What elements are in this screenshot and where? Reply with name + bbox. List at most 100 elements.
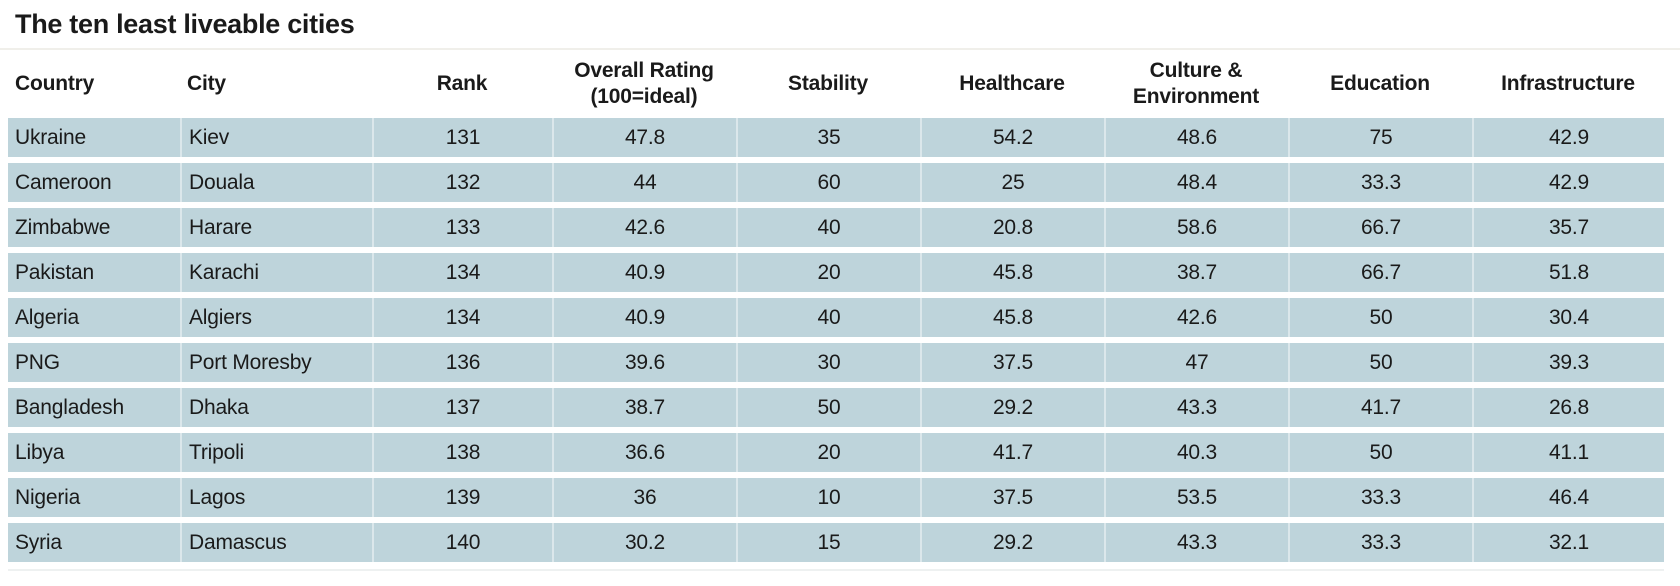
cell-healthcare: 37.5 — [920, 478, 1104, 517]
column-header-stability: Stability — [736, 56, 920, 112]
cell-overall-rating: 42.6 — [552, 208, 736, 247]
cell-city: Algiers — [180, 298, 372, 337]
cell-education: 33.3 — [1288, 523, 1472, 562]
cell-education: 66.7 — [1288, 253, 1472, 292]
cell-infrastructure: 46.4 — [1472, 478, 1664, 517]
cell-rank: 139 — [372, 478, 552, 517]
cell-rank: 134 — [372, 253, 552, 292]
cell-overall-rating: 36.6 — [552, 433, 736, 472]
column-header-country: Country — [8, 56, 180, 112]
cell-city: Port Moresby — [180, 343, 372, 382]
cell-rank: 132 — [372, 163, 552, 202]
cell-healthcare: 29.2 — [920, 523, 1104, 562]
cell-healthcare: 41.7 — [920, 433, 1104, 472]
cell-city: Lagos — [180, 478, 372, 517]
cell-country: Algeria — [8, 298, 180, 337]
table-row: Zimbabwe Harare 133 42.6 40 20.8 58.6 66.7 35.7 — [8, 208, 1664, 247]
cell-overall-rating: 39.6 — [552, 343, 736, 382]
cell-city: Douala — [180, 163, 372, 202]
table-header: Country City Rank Overall Rating (100=ideal)… — [8, 56, 1664, 112]
cell-healthcare: 54.2 — [920, 118, 1104, 157]
column-header-overall-rating: Overall Rating (100=ideal) — [552, 56, 736, 112]
table-row: PNG Port Moresby 136 39.6 30 37.5 47 50 39.3 — [8, 343, 1664, 382]
cell-infrastructure: 51.8 — [1472, 253, 1664, 292]
cell-overall-rating: 36 — [552, 478, 736, 517]
cell-country: Libya — [8, 433, 180, 472]
column-header-infrastructure: Infrastructure — [1472, 56, 1664, 112]
cell-overall-rating: 40.9 — [552, 298, 736, 337]
table-row: Syria Damascus 140 30.2 15 29.2 43.3 33.3 32.1 — [8, 523, 1664, 562]
cell-country: PNG — [8, 343, 180, 382]
cell-country: Ukraine — [8, 118, 180, 157]
cell-city: Damascus — [180, 523, 372, 562]
cell-culture-environment: 47 — [1104, 343, 1288, 382]
cell-city: Dhaka — [180, 388, 372, 427]
cell-education: 50 — [1288, 343, 1472, 382]
cell-healthcare: 45.8 — [920, 253, 1104, 292]
bottom-divider — [8, 569, 1664, 571]
liveability-page: The ten least liveable cities Country Cit… — [0, 9, 1680, 571]
cell-overall-rating: 40.9 — [552, 253, 736, 292]
page-title: The ten least liveable cities — [15, 9, 355, 39]
liveability-table: Country City Rank Overall Rating (100=ideal)… — [8, 50, 1664, 568]
cell-overall-rating: 30.2 — [552, 523, 736, 562]
table-body: Ukraine Kiev 131 47.8 35 54.2 48.6 75 42.9 Camero… — [8, 118, 1664, 562]
header-row: Country City Rank Overall Rating (100=ideal)… — [8, 56, 1664, 112]
cell-city: Karachi — [180, 253, 372, 292]
cell-culture-environment: 42.6 — [1104, 298, 1288, 337]
cell-education: 75 — [1288, 118, 1472, 157]
cell-country: Syria — [8, 523, 180, 562]
cell-stability: 10 — [736, 478, 920, 517]
table-row: Ukraine Kiev 131 47.8 35 54.2 48.6 75 42.9 — [8, 118, 1664, 157]
cell-culture-environment: 43.3 — [1104, 388, 1288, 427]
cell-stability: 20 — [736, 253, 920, 292]
column-header-healthcare: Healthcare — [920, 56, 1104, 112]
cell-healthcare: 45.8 — [920, 298, 1104, 337]
cell-infrastructure: 41.1 — [1472, 433, 1664, 472]
cell-healthcare: 37.5 — [920, 343, 1104, 382]
cell-culture-environment: 48.4 — [1104, 163, 1288, 202]
cell-culture-environment: 43.3 — [1104, 523, 1288, 562]
cell-infrastructure: 35.7 — [1472, 208, 1664, 247]
table-row: Nigeria Lagos 139 36 10 37.5 53.5 33.3 46.4 — [8, 478, 1664, 517]
cell-rank: 137 — [372, 388, 552, 427]
cell-stability: 40 — [736, 208, 920, 247]
cell-stability: 60 — [736, 163, 920, 202]
cell-education: 33.3 — [1288, 478, 1472, 517]
cell-infrastructure: 39.3 — [1472, 343, 1664, 382]
cell-culture-environment: 40.3 — [1104, 433, 1288, 472]
cell-education: 50 — [1288, 433, 1472, 472]
cell-infrastructure: 42.9 — [1472, 118, 1664, 157]
cell-country: Cameroon — [8, 163, 180, 202]
column-header-education: Education — [1288, 56, 1472, 112]
cell-infrastructure: 32.1 — [1472, 523, 1664, 562]
cell-healthcare: 25 — [920, 163, 1104, 202]
cell-education: 50 — [1288, 298, 1472, 337]
cell-rank: 134 — [372, 298, 552, 337]
column-header-culture-environment: Culture & Environment — [1104, 56, 1288, 112]
cell-infrastructure: 42.9 — [1472, 163, 1664, 202]
column-header-city: City — [180, 56, 372, 112]
title-divider — [0, 48, 1680, 50]
cell-rank: 131 — [372, 118, 552, 157]
cell-stability: 30 — [736, 343, 920, 382]
column-header-rank: Rank — [372, 56, 552, 112]
cell-healthcare: 29.2 — [920, 388, 1104, 427]
cell-education: 66.7 — [1288, 208, 1472, 247]
table-row: Libya Tripoli 138 36.6 20 41.7 40.3 50 41.1 — [8, 433, 1664, 472]
cell-rank: 140 — [372, 523, 552, 562]
table-row: Cameroon Douala 132 44 60 25 48.4 33.3 42.9 — [8, 163, 1664, 202]
cell-culture-environment: 58.6 — [1104, 208, 1288, 247]
cell-overall-rating: 38.7 — [552, 388, 736, 427]
cell-rank: 136 — [372, 343, 552, 382]
cell-city: Kiev — [180, 118, 372, 157]
cell-infrastructure: 30.4 — [1472, 298, 1664, 337]
cell-country: Pakistan — [8, 253, 180, 292]
table-row: Bangladesh Dhaka 137 38.7 50 29.2 43.3 41.7 26.8 — [8, 388, 1664, 427]
cell-culture-environment: 38.7 — [1104, 253, 1288, 292]
cell-rank: 138 — [372, 433, 552, 472]
cell-overall-rating: 47.8 — [552, 118, 736, 157]
table-row: Pakistan Karachi 134 40.9 20 45.8 38.7 66.7 51.8 — [8, 253, 1664, 292]
cell-rank: 133 — [372, 208, 552, 247]
cell-culture-environment: 48.6 — [1104, 118, 1288, 157]
